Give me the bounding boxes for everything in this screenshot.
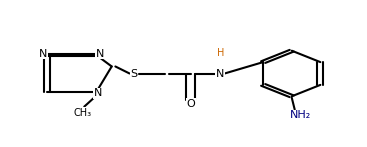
Text: N: N [39, 49, 47, 59]
Text: N: N [96, 49, 104, 59]
Text: O: O [186, 99, 195, 109]
Text: H: H [217, 48, 224, 58]
Text: N: N [94, 88, 102, 98]
Text: NH₂: NH₂ [290, 110, 312, 120]
Text: S: S [130, 69, 138, 78]
Text: CH₃: CH₃ [73, 107, 91, 117]
Text: N: N [216, 69, 224, 78]
